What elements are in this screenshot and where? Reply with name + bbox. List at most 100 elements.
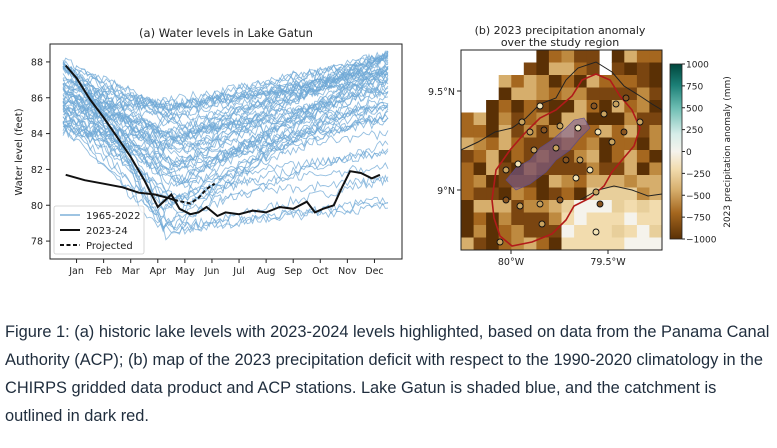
x-tick-label: Apr (150, 266, 167, 277)
panel-b-ticks: 80°W 79.5°W 9.5°N 9°N (428, 87, 626, 268)
anomaly-cell (536, 175, 550, 188)
historical-trace (62, 100, 389, 177)
x-tick-label: Aug (257, 266, 276, 277)
anomaly-cell (486, 175, 500, 188)
anomaly-cell (511, 75, 525, 88)
station-marker (586, 166, 594, 174)
anomaly-cell (486, 225, 500, 238)
anomaly-cell (498, 100, 512, 113)
anomaly-cell (574, 100, 588, 113)
historical-trace (62, 78, 389, 168)
anomaly-cell (611, 125, 625, 138)
anomaly-cell (624, 50, 638, 63)
anomaly-cell (586, 112, 600, 126)
anomaly-cell (636, 50, 650, 63)
anomaly-cell (574, 200, 588, 213)
anomaly-cell (498, 187, 512, 201)
historical-trace (62, 125, 389, 207)
anomaly-cell (561, 187, 575, 201)
colorbar-tick-label: 1000 (686, 61, 709, 71)
anomaly-cell (548, 62, 562, 76)
y-tick-label: 78 (31, 237, 43, 248)
highlighted-series (64, 64, 381, 218)
historical-trace (62, 55, 389, 141)
anomaly-cell (536, 50, 550, 63)
station-marker (530, 146, 538, 154)
anomaly-cell (536, 187, 550, 201)
anomaly-cell (586, 87, 600, 101)
anomaly-cell (498, 225, 512, 238)
anomaly-cell (498, 112, 512, 126)
anomaly-cell (561, 175, 575, 188)
anomaly-cell (511, 212, 525, 226)
anomaly-cell (624, 237, 638, 251)
anomaly-cell (548, 100, 562, 113)
anomaly-cell (461, 137, 474, 151)
panel-a-ylabel: Water level (feet) (14, 108, 25, 195)
historical-trace (62, 126, 389, 233)
anomaly-cell (523, 87, 537, 101)
anomaly-cell (461, 237, 474, 251)
x-tick-label: Nov (338, 266, 357, 277)
colorbar-tick-label: 750 (686, 82, 703, 92)
anomaly-cell (624, 162, 638, 176)
anomaly-cell (473, 237, 487, 251)
station-marker (612, 100, 620, 108)
anomaly-cell (536, 75, 550, 88)
anomaly-cell (599, 187, 613, 201)
panel-a-legend: 1965-2022 2023-24 Projected (53, 205, 145, 255)
anomaly-cell (611, 50, 625, 63)
anomaly-cell (461, 212, 474, 226)
historical-trace (62, 53, 389, 154)
coastline-north (460, 61, 663, 151)
anomaly-cell (486, 137, 500, 151)
anomaly-cell (561, 225, 575, 238)
anomaly-cell (536, 225, 550, 238)
precipitation-map (460, 50, 663, 251)
anomaly-cell (473, 162, 487, 176)
historical-trace (62, 79, 389, 152)
anomaly-cell (586, 50, 600, 63)
anomaly-cell (624, 200, 638, 213)
x-tick-label: Jan (68, 266, 84, 277)
legend-label-current: 2023-24 (86, 226, 128, 237)
anomaly-cell (473, 150, 487, 163)
anomaly-cell (649, 150, 663, 163)
anomaly-cell (649, 62, 663, 76)
anomaly-cell (586, 237, 600, 251)
anomaly-cell (561, 62, 575, 76)
anomaly-cell (636, 75, 650, 88)
colorbar-tick-label: −500 (686, 192, 711, 202)
anomaly-cell (624, 212, 638, 226)
station-marker (552, 144, 560, 152)
anomaly-cell (523, 200, 537, 213)
anomaly-cell (611, 187, 625, 201)
station-marker (496, 238, 504, 246)
anomaly-cell (511, 150, 525, 163)
station-marker (556, 196, 564, 204)
station-marker (540, 126, 548, 134)
anomaly-cell (649, 162, 663, 176)
anomaly-cell (611, 75, 625, 88)
anomaly-cell (649, 87, 663, 101)
colorbar-tick-label: 0 (686, 148, 692, 158)
anomaly-cell (574, 225, 588, 238)
historical-trace (62, 91, 389, 212)
historical-trace (62, 87, 389, 154)
anomaly-cell (461, 200, 474, 213)
anomaly-cell (636, 162, 650, 176)
anomaly-cell (586, 75, 600, 88)
anomaly-cell (548, 162, 562, 176)
figure-caption: Figure 1: (a) historic lake levels with … (5, 323, 770, 425)
station-marker (536, 102, 544, 110)
anomaly-cell (473, 137, 487, 151)
anomaly-cell (561, 100, 575, 113)
colorbar-tick-label: −1000 (686, 236, 717, 246)
anomaly-cell (574, 237, 588, 251)
historical-trace (62, 60, 389, 121)
anomaly-cell (473, 125, 487, 138)
anomaly-cell (649, 137, 663, 151)
anomaly-cell (574, 62, 588, 76)
station-marker (576, 156, 584, 164)
anomaly-cell (473, 175, 487, 188)
